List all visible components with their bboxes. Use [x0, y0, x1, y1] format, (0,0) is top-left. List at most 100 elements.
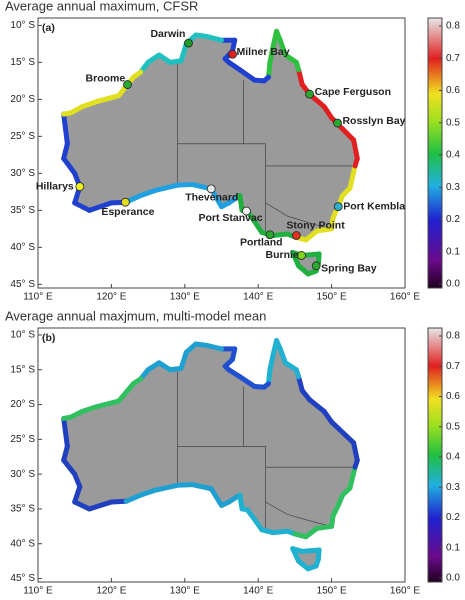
colorbar-tick-label: 0.0: [446, 279, 460, 290]
colorbar-tick-label: 0.1: [446, 542, 460, 553]
coast-segment: [61, 156, 78, 176]
coast-segment: [351, 440, 360, 463]
coast-segment: [123, 492, 144, 504]
y-tick-label: 30° S: [10, 168, 35, 179]
coast-segment: [347, 163, 358, 191]
coast-segment: [189, 482, 214, 492]
y-tick-label: 45° S: [10, 279, 35, 290]
station: [291, 231, 301, 240]
coast-segment: [61, 457, 78, 477]
coast-segment: [270, 28, 280, 51]
y-tick-label: 20° S: [10, 399, 35, 410]
station: [242, 206, 251, 216]
y-tick-label: 10° S: [10, 330, 35, 341]
coast-segment: [72, 484, 83, 505]
coast-segment: [270, 338, 280, 359]
station: [265, 230, 275, 240]
y-tick-label: 35° S: [10, 504, 35, 515]
coast-segment: [138, 187, 158, 199]
coast-segment: [61, 110, 74, 117]
y-tick-label: 35° S: [10, 205, 35, 216]
y-tick-label: 25° S: [10, 131, 35, 142]
coast-segment: [152, 182, 180, 193]
y-tick-label: 45° S: [10, 573, 35, 584]
station-label: Cape Ferguson: [315, 86, 391, 98]
coast-segment: [86, 499, 114, 512]
colorbar-tick-label: 0.2: [446, 214, 460, 225]
station-label: Portland: [240, 237, 283, 249]
land: [292, 548, 320, 569]
colorbar-tick-label: 0.5: [446, 117, 460, 128]
y-tick-label: 40° S: [10, 538, 35, 549]
coast-segment: [72, 200, 92, 213]
station-label: Port Kembla: [343, 200, 405, 212]
colorbar: [427, 17, 443, 289]
x-tick-label: 160° E: [390, 292, 420, 303]
station: [333, 202, 343, 212]
station-label: Broome: [86, 72, 126, 84]
y-tick-label: 10° S: [10, 20, 35, 31]
colorbar-tick-label: 0.6: [446, 85, 460, 96]
coast-segment: [94, 93, 122, 105]
y-tick-label: 15° S: [10, 57, 35, 68]
x-tick-label: 150° E: [317, 586, 347, 597]
colorbar-tick-label: 0.0: [446, 573, 460, 584]
coast-segment: [290, 546, 302, 564]
coast-segment: [347, 464, 358, 491]
coast-segment: [299, 547, 322, 554]
coast-segment: [79, 99, 100, 110]
station-label: Rosslyn Bay: [342, 115, 405, 127]
colorbar-tick-label: 0.1: [446, 246, 460, 257]
state-border: [265, 202, 332, 230]
colorbar-tick-label: 0.4: [446, 150, 460, 161]
coast-segment: [94, 398, 122, 410]
coast-segment: [307, 397, 327, 415]
coast-segment: [336, 122, 357, 143]
station-label: Port Stanvac: [198, 212, 262, 224]
colorbar-tick-label: 0.4: [446, 452, 460, 463]
y-tick-label: 40° S: [10, 242, 35, 253]
state-border: [243, 445, 356, 468]
x-tick-label: 120° E: [96, 586, 126, 597]
station: [75, 182, 85, 192]
station-label: Hillarys: [36, 180, 74, 192]
station: [333, 118, 342, 128]
x-tick-label: 150° E: [317, 292, 347, 303]
coast-segment: [204, 33, 224, 43]
land: [63, 340, 358, 537]
station: [206, 184, 216, 194]
station-label: Milner Bay: [237, 46, 290, 58]
coast-segment: [61, 414, 74, 421]
coast-segment: [178, 41, 189, 64]
station: [297, 251, 306, 260]
station-label: Darwin: [150, 28, 185, 40]
coast-segment: [237, 67, 258, 83]
station: [184, 38, 193, 48]
y-tick-label: 15° S: [10, 364, 35, 375]
station-label: Spring Bay: [321, 263, 377, 275]
land: [63, 31, 358, 240]
panel-title: Average annual maxjmum, multi-model mean: [5, 308, 266, 323]
colorbar-tick-label: 0.2: [446, 512, 460, 523]
coast-segment: [61, 415, 70, 449]
coast-segment: [79, 404, 100, 415]
coast-segment: [204, 342, 224, 352]
station-label: Stony Point: [286, 219, 345, 231]
station-label: Esperance: [101, 206, 154, 218]
coast-segment: [86, 200, 114, 213]
coast-segment: [267, 45, 276, 65]
colorbar-tick-label: 0.8: [446, 21, 460, 32]
colorbar-tick-label: 0.3: [446, 482, 460, 493]
coast-segment: [351, 137, 360, 162]
x-tick-label: 140° E: [243, 586, 273, 597]
state-border: [265, 501, 332, 527]
state-border: [243, 143, 356, 167]
colorbar-tick-label: 0.7: [446, 361, 460, 372]
coast-segment: [138, 487, 158, 498]
station-label: Burnie: [266, 249, 299, 261]
colorbar-tick-label: 0.5: [446, 421, 460, 432]
panel-label: (b): [42, 332, 55, 344]
coast-segment: [152, 482, 180, 493]
colorbar-tick-label: 0.3: [446, 182, 460, 193]
